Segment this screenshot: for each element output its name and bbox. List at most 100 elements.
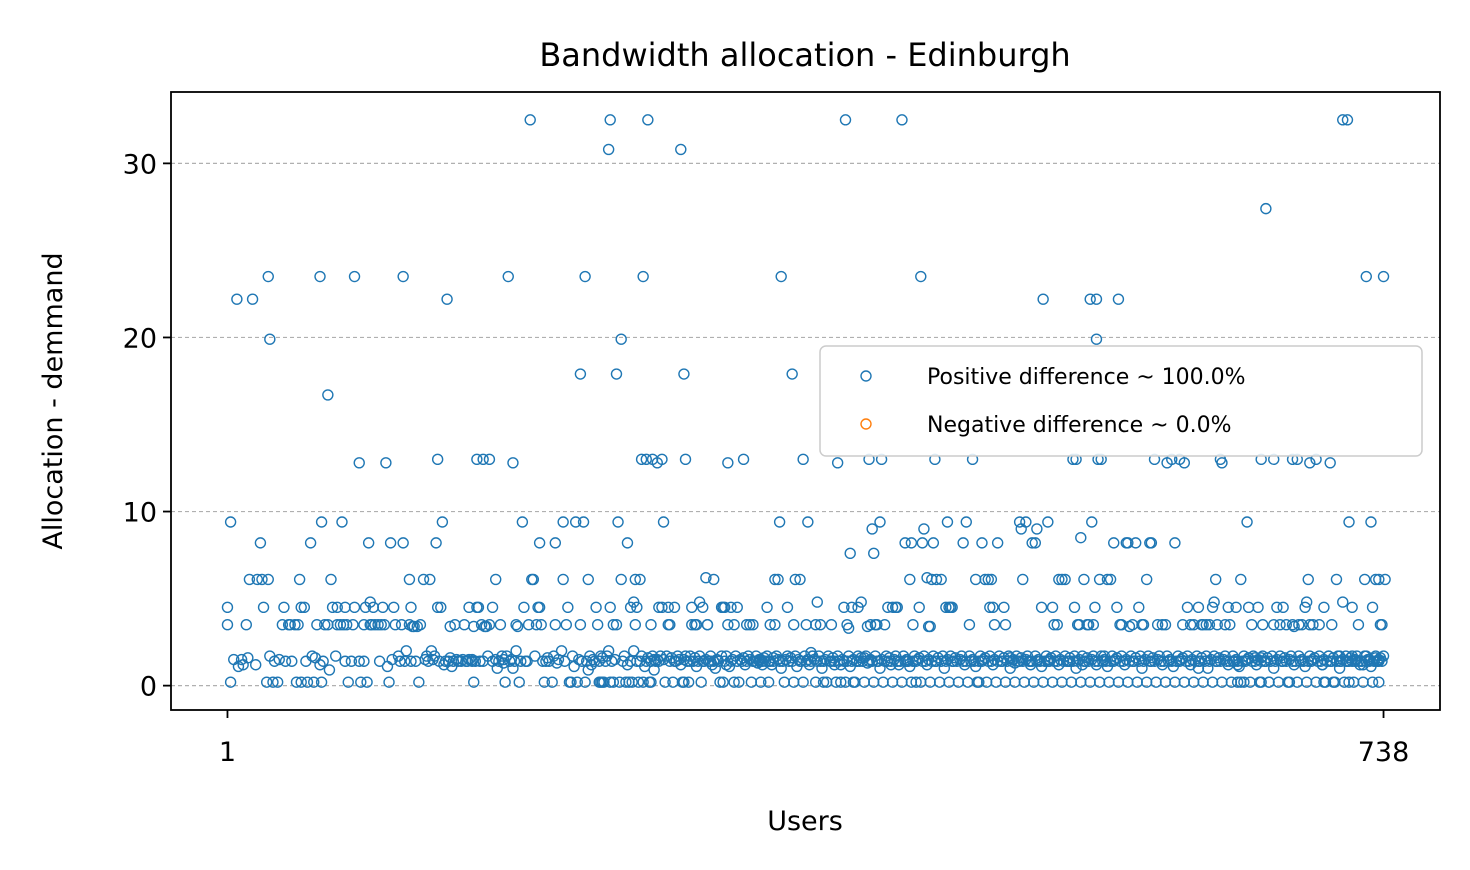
data-point-positive — [722, 618, 734, 631]
data-point-positive — [1197, 618, 1209, 631]
data-point-positive — [896, 114, 908, 126]
data-point-positive — [279, 655, 292, 667]
data-point-positive — [654, 650, 667, 662]
data-point-positive — [574, 618, 587, 631]
data-point-positive — [1090, 333, 1103, 345]
data-point-positive — [267, 676, 279, 688]
data-point-positive — [640, 453, 652, 466]
data-point-positive — [933, 676, 946, 688]
data-point-positive — [1360, 650, 1372, 662]
data-point-positive — [342, 676, 354, 688]
data-point-positive — [1224, 618, 1236, 631]
data-point-positive — [1302, 573, 1314, 586]
data-point-positive — [814, 618, 827, 631]
data-point-positive — [317, 655, 329, 667]
data-point-positive — [1277, 601, 1289, 613]
data-point-positive — [549, 618, 562, 631]
data-point-positive — [1031, 523, 1043, 535]
data-point-positive — [315, 516, 328, 528]
data-point-positive — [756, 659, 769, 671]
data-point-positive — [1098, 650, 1111, 662]
data-point-positive — [918, 523, 930, 535]
data-point-positive — [384, 537, 397, 549]
data-point-positive — [436, 516, 449, 528]
data-point-positive — [1178, 457, 1191, 469]
data-point-positive — [388, 601, 400, 613]
data-point-positive — [502, 270, 514, 283]
data-point-positive — [1257, 618, 1269, 631]
data-point-positive — [494, 618, 507, 631]
data-point-positive — [289, 618, 301, 631]
data-point-positive — [1093, 573, 1106, 586]
data-point-positive — [1133, 601, 1145, 613]
data-point-positive — [877, 676, 889, 688]
data-point-positive — [762, 676, 775, 688]
data-point-positive — [800, 618, 812, 631]
data-point-positive — [373, 655, 386, 667]
data-point-positive — [701, 618, 714, 631]
data-point-positive — [1324, 457, 1336, 469]
data-point-positive — [224, 676, 237, 688]
data-point-positive — [1175, 653, 1187, 666]
data-point-positive — [1137, 618, 1150, 631]
data-point-positive — [755, 653, 767, 666]
data-point-positive — [1112, 293, 1125, 305]
data-point-positive — [1363, 653, 1376, 666]
data-point-positive — [1064, 655, 1076, 667]
data-point-positive — [747, 618, 759, 631]
data-point-positive — [679, 453, 692, 466]
data-point-positive — [612, 516, 624, 528]
data-point-positive — [339, 655, 351, 667]
data-point-positive — [334, 618, 347, 631]
data-point-positive — [375, 618, 387, 631]
data-point-positive — [295, 676, 307, 688]
data-point-positive — [874, 516, 886, 528]
data-points — [221, 114, 1391, 688]
data-point-positive — [295, 601, 307, 613]
data-point-positive — [1122, 537, 1134, 549]
data-point-positive — [788, 676, 800, 688]
data-point-positive — [424, 573, 436, 586]
data-point-positive — [610, 618, 623, 631]
data-point-positive — [511, 620, 524, 633]
data-point-positive — [629, 618, 642, 631]
data-point-positive — [1337, 114, 1349, 126]
data-point-positive — [1263, 676, 1275, 688]
data-point-positive — [246, 293, 259, 305]
data-point-positive — [775, 662, 787, 674]
data-point-positive — [1156, 618, 1169, 631]
data-point-positive — [695, 676, 707, 688]
data-point-positive — [802, 516, 814, 528]
data-point-positive — [1108, 537, 1120, 549]
data-point-positive — [905, 537, 918, 549]
data-point-positive — [380, 457, 392, 469]
data-point-positive — [991, 537, 1004, 549]
data-point-positive — [1145, 537, 1158, 549]
data-point-positive — [976, 537, 988, 549]
data-point-positive — [413, 676, 425, 688]
x-tick-label: 1 — [219, 737, 236, 768]
data-point-positive — [378, 618, 391, 631]
data-point-positive — [673, 653, 685, 666]
data-point-positive — [737, 453, 750, 466]
data-point-positive — [574, 368, 587, 380]
data-point-positive — [271, 676, 284, 688]
chart-title: Bandwidth allocation - Edinburgh — [539, 36, 1070, 74]
data-point-positive — [642, 114, 654, 126]
data-point-positive — [755, 676, 767, 688]
data-point-positive — [331, 601, 343, 613]
data-point-positive — [529, 650, 541, 662]
data-point-positive — [615, 333, 627, 345]
data-point-positive — [1026, 537, 1038, 549]
data-point-positive — [358, 618, 370, 631]
data-point-positive — [1001, 655, 1013, 667]
data-point-positive — [1104, 573, 1117, 586]
data-point-positive — [744, 618, 756, 631]
data-point-positive — [251, 573, 263, 586]
data-point-positive — [846, 601, 858, 613]
data-point-positive — [336, 516, 348, 528]
data-point-positive — [745, 676, 758, 688]
data-point-positive — [1330, 573, 1343, 586]
data-point-positive — [1235, 573, 1247, 586]
data-point-positive — [403, 573, 416, 586]
